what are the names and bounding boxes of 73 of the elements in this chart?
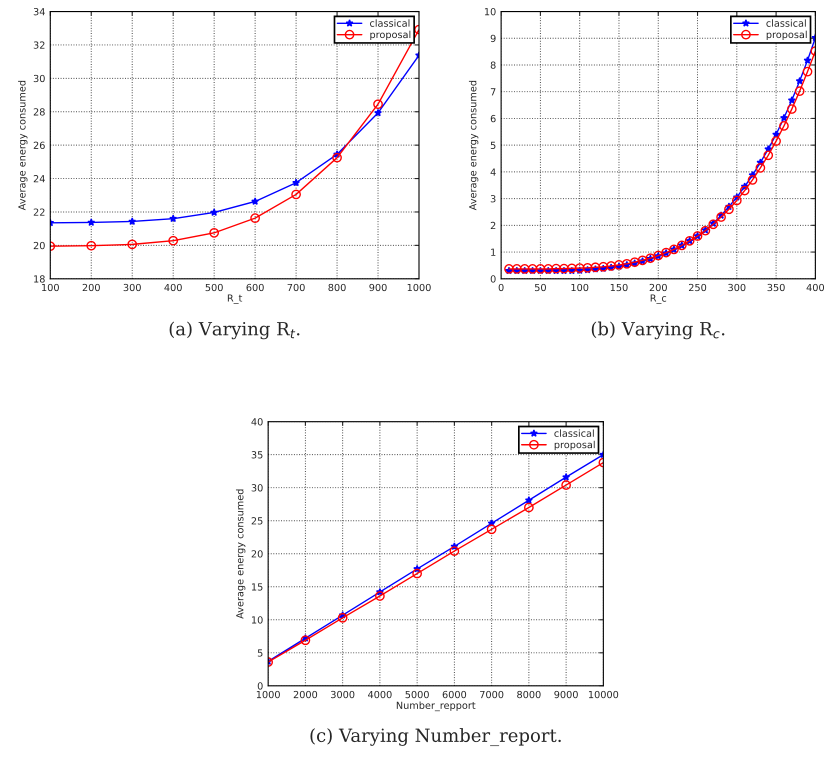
- y-tick-label: 34: [34, 8, 45, 16]
- y-tick-label: 25: [252, 517, 262, 525]
- y-tick-label: 28: [34, 108, 45, 116]
- y-tick-label: 20: [34, 242, 45, 250]
- x-tick-label: 300: [728, 284, 746, 292]
- y-tick-label: 30: [34, 74, 45, 82]
- y-tick-label: 30: [252, 484, 263, 492]
- x-axis-title: R_c: [650, 294, 666, 304]
- x-tick-label: 5000: [406, 690, 429, 698]
- y-tick-label: 10: [484, 8, 496, 16]
- x-tick-label: 150: [610, 284, 628, 292]
- y-tick-label: 20: [252, 550, 263, 558]
- y-axis-title: Average energy consumed: [236, 489, 246, 619]
- legend-label: proposal: [370, 30, 410, 40]
- x-tick-label: 300: [124, 284, 141, 292]
- x-tick-label: 700: [288, 284, 305, 292]
- x-tick-label: 900: [369, 284, 387, 292]
- y-tick-label: 3: [490, 195, 496, 202]
- x-tick-label: 0: [498, 284, 504, 292]
- y-tick-label: 18: [34, 275, 45, 283]
- x-tick-label: 10000: [588, 690, 618, 698]
- y-tick-label: 6: [490, 114, 496, 122]
- y-tick-label: 26: [34, 142, 45, 149]
- x-axis-title: Number_repport: [396, 701, 476, 712]
- x-tick-label: 7000: [480, 690, 504, 698]
- x-tick-label: 200: [650, 284, 667, 292]
- x-tick-label: 350: [768, 284, 785, 292]
- legend-label: classical: [766, 19, 806, 27]
- x-tick-label: 200: [82, 284, 100, 292]
- y-axis-title: Average energy consumed: [18, 80, 28, 210]
- y-tick-label: 32: [34, 41, 44, 49]
- y-tick-label: 0: [490, 275, 496, 283]
- x-tick-label: 2000: [294, 690, 318, 698]
- x-tick-label: 100: [571, 284, 588, 292]
- y-tick-label: 9: [490, 34, 496, 42]
- y-tick-label: 7: [490, 88, 496, 96]
- text: (c) Varying Number_report.: [310, 728, 561, 746]
- y-tick-label: 10: [252, 616, 263, 624]
- y-tick-label: 22: [34, 208, 44, 216]
- text: (b) Varying R$_{c}$.: [592, 322, 724, 340]
- x-tick-label: 9000: [554, 690, 578, 698]
- x-tick-label: 1000: [256, 690, 280, 698]
- x-tick-label: 6000: [442, 690, 466, 698]
- x-tick-label: 8000: [517, 690, 541, 698]
- y-tick-label: 24: [34, 175, 45, 182]
- y-tick-label: 0: [258, 682, 263, 690]
- y-tick-label: 5: [258, 649, 262, 657]
- y-tick-label: 35: [252, 451, 262, 458]
- x-tick-label: 100: [42, 284, 59, 292]
- y-tick-label: 8: [490, 61, 496, 69]
- y-tick-label: 4: [490, 168, 496, 176]
- x-tick-label: 400: [806, 284, 824, 292]
- text: (a) Varying R$_{t}$.: [170, 322, 300, 340]
- y-tick-label: 5: [490, 142, 496, 149]
- x-tick-label: 1000: [408, 284, 431, 292]
- x-tick-label: 400: [164, 284, 182, 292]
- x-tick-label: 250: [688, 284, 706, 292]
- x-tick-label: 800: [328, 284, 346, 292]
- legend-label: classical: [554, 429, 594, 437]
- x-axis-title: R_t: [228, 294, 242, 304]
- y-tick-label: 15: [252, 583, 262, 591]
- y-tick-label: 1: [491, 248, 496, 256]
- x-tick-label: 4000: [368, 690, 392, 698]
- legend-label: classical: [370, 19, 410, 27]
- x-tick-label: 3000: [331, 690, 354, 698]
- x-tick-label: 50: [534, 284, 546, 292]
- y-tick-label: 2: [490, 222, 496, 230]
- x-tick-label: 600: [246, 284, 264, 292]
- legend-label: proposal: [766, 30, 807, 40]
- x-tick-label: 500: [206, 284, 223, 292]
- legend-label: proposal: [554, 440, 595, 450]
- y-tick-label: 40: [251, 418, 263, 426]
- y-axis-title: Average energy consumed: [468, 80, 478, 210]
